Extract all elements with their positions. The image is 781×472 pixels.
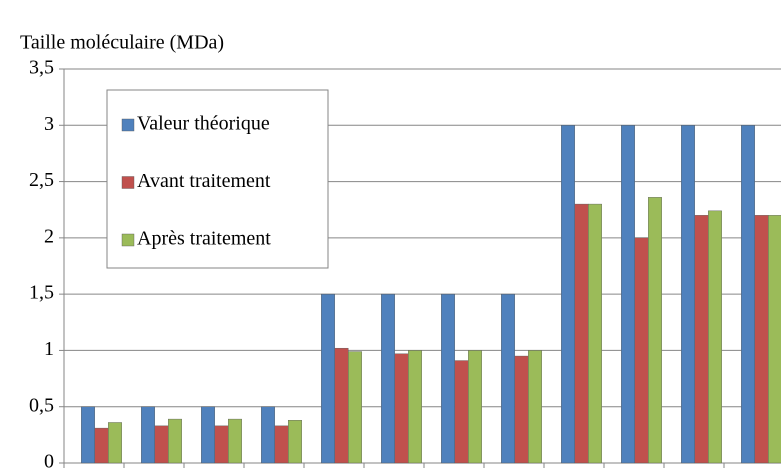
bar [408,350,422,464]
bar [501,293,515,464]
bar [288,420,302,464]
bar [454,360,469,464]
bar [334,347,349,464]
bar [514,355,529,464]
legend-swatch [121,176,135,189]
y-tick-label: 1 [44,338,54,360]
y-tick-label: 0,5 [29,394,54,416]
bar [228,418,242,464]
bar [141,406,155,464]
bar [154,425,169,464]
y-tick-label: 0 [44,451,54,472]
bar [261,406,275,464]
bar [348,351,362,464]
bar [621,125,635,464]
y-tick-label: 2,5 [29,169,54,191]
bar [321,293,335,464]
bar [528,350,542,464]
y-tick-label: 2 [44,225,54,247]
legend-box [106,89,329,269]
bar [394,353,409,464]
legend-label: Après traitement [137,228,271,250]
bar [768,215,781,464]
bar [648,197,662,464]
bar [214,425,229,464]
bar [81,406,95,464]
bar [94,427,109,464]
bar [574,203,589,464]
y-tick-label: 3,5 [29,57,54,79]
bar [634,237,649,464]
legend-label: Valeur théorique [137,113,270,135]
bar [168,418,182,464]
bar [201,406,215,464]
legend-swatch [121,233,135,247]
bar [561,125,575,464]
bar [381,293,395,464]
bar [468,350,482,464]
bar [741,125,755,464]
legend-swatch [121,118,135,132]
y-tick-label: 1,5 [29,282,54,304]
bar [588,203,602,464]
bar [708,210,722,464]
bar [441,293,455,464]
bar [754,215,769,464]
chart-title: Taille moléculaire (MDa) [20,32,224,54]
bar [694,215,709,464]
bar [274,425,289,464]
y-tick-label: 3 [44,113,54,135]
bar [108,422,122,464]
legend-label: Avant traitement [137,170,271,192]
bar [681,125,695,464]
